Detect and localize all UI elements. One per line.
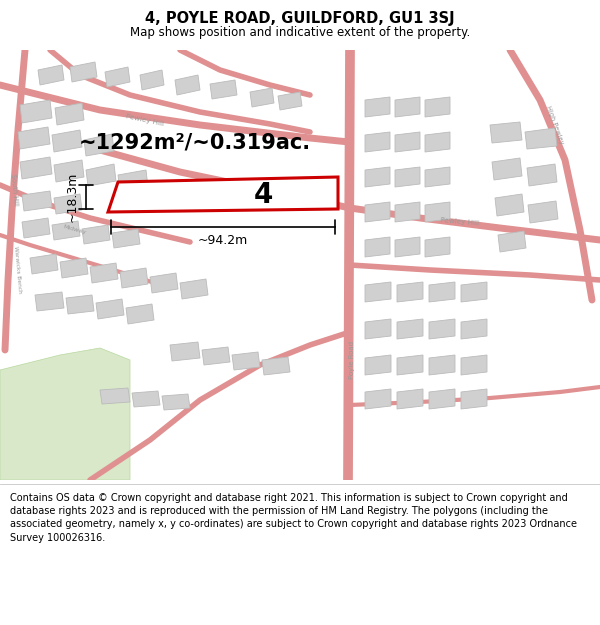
Polygon shape (461, 319, 487, 339)
Polygon shape (429, 319, 455, 339)
Polygon shape (429, 355, 455, 375)
Polygon shape (140, 70, 164, 90)
Polygon shape (365, 202, 390, 222)
Polygon shape (35, 292, 64, 311)
Polygon shape (126, 304, 154, 324)
Text: Contains OS data © Crown copyright and database right 2021. This information is : Contains OS data © Crown copyright and d… (10, 493, 577, 542)
Text: South Hill: South Hill (10, 174, 19, 206)
Polygon shape (120, 268, 148, 288)
Polygon shape (82, 225, 110, 244)
Polygon shape (397, 355, 423, 375)
Polygon shape (18, 127, 50, 149)
Polygon shape (100, 388, 130, 404)
Polygon shape (397, 319, 423, 339)
Polygon shape (425, 167, 450, 187)
Polygon shape (66, 295, 94, 314)
Polygon shape (20, 157, 52, 179)
Polygon shape (54, 194, 82, 214)
Polygon shape (365, 97, 390, 117)
Polygon shape (528, 201, 558, 223)
Text: ~1292m²/~0.319ac.: ~1292m²/~0.319ac. (79, 132, 311, 152)
Polygon shape (108, 177, 338, 212)
Polygon shape (365, 237, 390, 257)
Polygon shape (175, 75, 200, 95)
Polygon shape (54, 160, 84, 182)
Polygon shape (150, 273, 178, 293)
Polygon shape (86, 164, 116, 186)
Polygon shape (365, 167, 390, 187)
Text: 4: 4 (253, 181, 272, 209)
Polygon shape (397, 282, 423, 302)
Polygon shape (425, 202, 450, 222)
Text: 4, POYLE ROAD, GUILDFORD, GU1 3SJ: 4, POYLE ROAD, GUILDFORD, GU1 3SJ (145, 11, 455, 26)
Polygon shape (55, 103, 84, 125)
Polygon shape (118, 170, 148, 192)
Polygon shape (395, 202, 420, 222)
Polygon shape (365, 319, 391, 339)
Text: ~18.3m: ~18.3m (65, 172, 79, 222)
Polygon shape (180, 279, 208, 299)
Polygon shape (84, 134, 114, 156)
Polygon shape (525, 128, 557, 149)
Text: Poyle Road: Poyle Road (349, 341, 355, 379)
Polygon shape (52, 130, 82, 152)
Polygon shape (365, 355, 391, 375)
Polygon shape (425, 97, 450, 117)
Polygon shape (30, 254, 58, 274)
Polygon shape (395, 167, 420, 187)
Polygon shape (527, 164, 557, 186)
Polygon shape (22, 191, 52, 211)
Polygon shape (60, 258, 88, 278)
Polygon shape (202, 347, 230, 365)
Polygon shape (96, 299, 124, 319)
Text: ~94.2m: ~94.2m (198, 234, 248, 246)
Polygon shape (365, 132, 390, 152)
Polygon shape (105, 67, 130, 87)
Polygon shape (112, 229, 140, 248)
Polygon shape (262, 357, 290, 375)
Polygon shape (395, 237, 420, 257)
Polygon shape (429, 389, 455, 409)
Polygon shape (425, 237, 450, 257)
Polygon shape (429, 282, 455, 302)
Polygon shape (490, 122, 522, 143)
Text: Map shows position and indicative extent of the property.: Map shows position and indicative extent… (130, 26, 470, 39)
Text: Pewley Hill: Pewley Hill (235, 182, 275, 194)
Polygon shape (278, 92, 302, 110)
Polygon shape (170, 342, 200, 361)
Polygon shape (20, 100, 52, 123)
Polygon shape (38, 65, 64, 85)
Polygon shape (210, 80, 237, 99)
Polygon shape (395, 132, 420, 152)
Text: Warwicks Bench: Warwicks Bench (13, 246, 23, 294)
Polygon shape (365, 389, 391, 409)
Polygon shape (232, 352, 260, 370)
Text: Midway: Midway (63, 224, 87, 236)
Text: Pewley Hill: Pewley Hill (440, 217, 479, 227)
Polygon shape (162, 394, 190, 410)
Polygon shape (52, 221, 80, 240)
Polygon shape (492, 158, 522, 180)
Polygon shape (495, 194, 524, 216)
Polygon shape (365, 282, 391, 302)
Polygon shape (70, 62, 97, 82)
Polygon shape (132, 391, 160, 407)
Polygon shape (498, 231, 526, 252)
Polygon shape (395, 97, 420, 117)
Polygon shape (90, 263, 118, 283)
Polygon shape (461, 389, 487, 409)
Polygon shape (425, 132, 450, 152)
Text: High Pewley: High Pewley (545, 105, 565, 145)
Text: Pewley Hill: Pewley Hill (125, 113, 164, 127)
Polygon shape (22, 218, 50, 238)
Polygon shape (461, 282, 487, 302)
Polygon shape (461, 355, 487, 375)
Polygon shape (250, 88, 274, 107)
Polygon shape (0, 348, 130, 480)
Polygon shape (397, 389, 423, 409)
